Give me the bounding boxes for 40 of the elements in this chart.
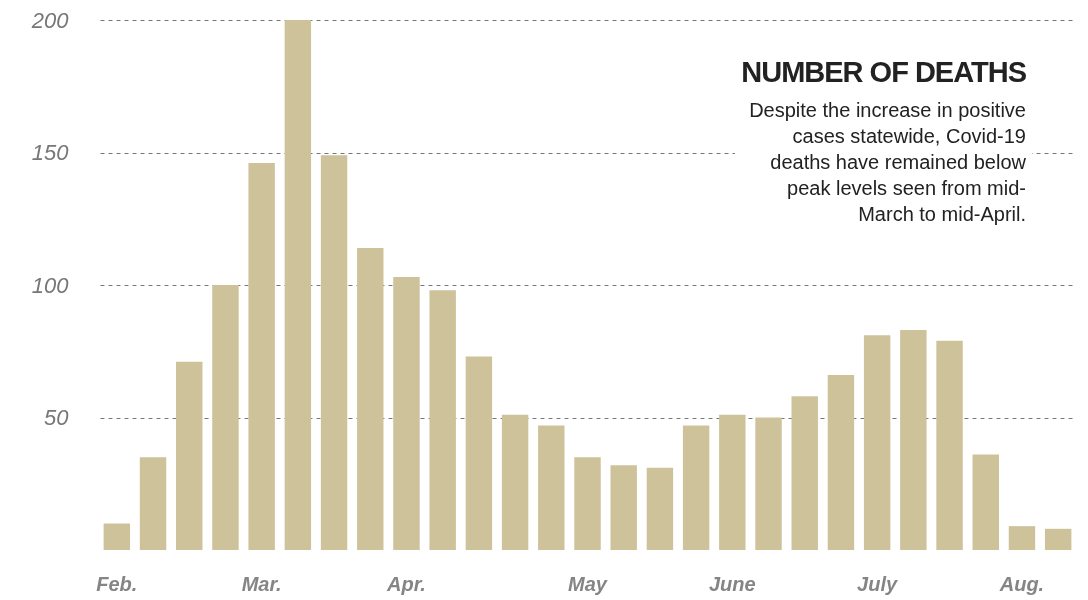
annotation: Despite the increase in positive cases statewide, Covid-19 deaths have remained below peak levels seen from mid- March to mid-April.: [748, 98, 1026, 227]
bar: [827, 375, 855, 550]
y-tick-label: 50: [44, 405, 70, 430]
x-tick-label: Aug.: [998, 572, 1045, 595]
bar: [248, 163, 275, 550]
bar: [791, 396, 818, 550]
bar: [176, 361, 203, 550]
bar: [972, 454, 999, 550]
y-tick-label: 200: [30, 7, 70, 33]
bar: [393, 277, 420, 550]
x-tick-label: Apr.: [386, 572, 426, 595]
bar: [1008, 526, 1036, 550]
bar: [719, 414, 746, 550]
x-tick-label: Mar.: [241, 572, 282, 595]
y-tick-label: 150: [31, 140, 70, 165]
y-tick-label: 100: [31, 272, 70, 298]
bar: [103, 523, 131, 550]
bar: [320, 155, 348, 550]
bar: [863, 335, 891, 550]
bar: [755, 417, 782, 550]
bar: [429, 290, 456, 550]
bar: [465, 356, 493, 550]
bar: [357, 247, 384, 550]
bar: [610, 465, 637, 550]
bar: [501, 414, 529, 550]
bar: [212, 285, 239, 550]
bar: [139, 457, 167, 550]
text: NUMBER OF DEATHS: [741, 56, 1026, 89]
x-tick-label: July: [857, 572, 899, 595]
x-tick-label: May: [568, 572, 608, 595]
bar: [936, 340, 963, 550]
bar: [900, 330, 927, 550]
bar: [682, 425, 710, 550]
bar: [1044, 528, 1072, 550]
bar: [646, 467, 674, 550]
bar: [574, 457, 601, 550]
x-tick-label: Feb.: [96, 572, 138, 595]
bar: [284, 20, 312, 550]
x-tick-label: June: [708, 572, 756, 595]
bar: [538, 425, 565, 550]
